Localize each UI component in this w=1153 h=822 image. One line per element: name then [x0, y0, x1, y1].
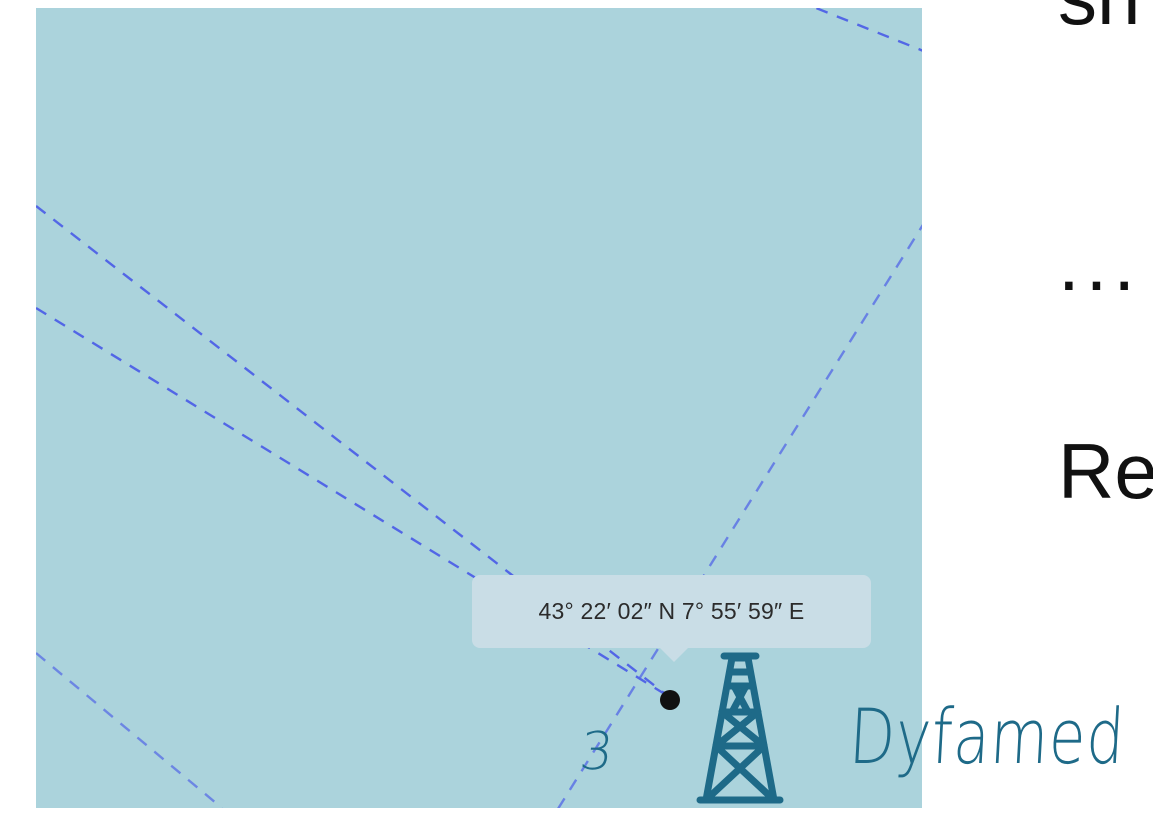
- coordinates-tooltip: 43° 22′ 02″ N 7° 55′ 59″ E: [472, 575, 871, 648]
- tooltip-pointer: [660, 648, 688, 662]
- oil-rig-tower-icon: [696, 652, 784, 804]
- station-number: 3: [576, 722, 617, 782]
- tooltip-background: [472, 575, 871, 648]
- slide-heading-fragment: sn: [1058, 0, 1140, 43]
- map-view[interactable]: 43° 22′ 02″ N 7° 55′ 59″ E: [36, 8, 922, 808]
- slide-ellipsis: ...: [1058, 219, 1142, 307]
- coordinates-text: 43° 22′ 02″ N 7° 55′ 59″ E: [538, 598, 805, 624]
- dashed-track-lower-left: [36, 652, 223, 808]
- slide-text-fragment: Re: [1058, 427, 1153, 515]
- sea-area: [36, 8, 922, 808]
- position-marker[interactable]: [660, 690, 680, 710]
- map-canvas[interactable]: [36, 8, 922, 808]
- dashed-track-vertical: [557, 224, 922, 808]
- dashed-track-top-right: [812, 8, 922, 52]
- station-name: Dyfamed: [847, 692, 1128, 781]
